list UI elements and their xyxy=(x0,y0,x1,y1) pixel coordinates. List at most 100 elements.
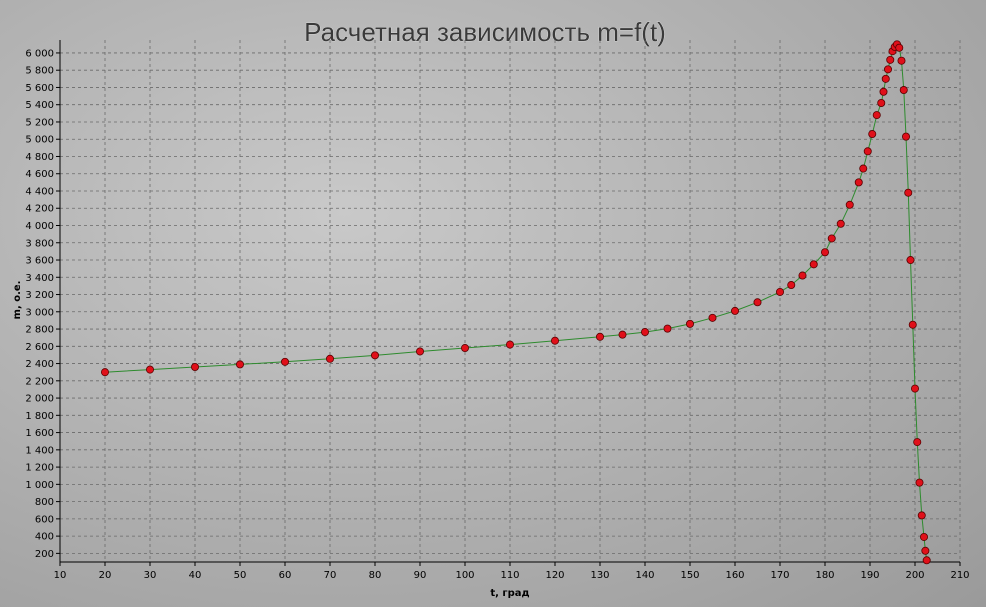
x-tick-label: 170 xyxy=(770,570,789,581)
y-tick-label: 5 200 xyxy=(25,117,54,128)
y-tick-label: 800 xyxy=(35,497,54,508)
data-point[interactable] xyxy=(884,65,893,74)
data-point[interactable] xyxy=(731,306,740,315)
y-tick-label: 2 000 xyxy=(25,394,54,405)
y-tick-label: 4 400 xyxy=(25,186,54,197)
data-point[interactable] xyxy=(904,188,913,197)
data-point[interactable] xyxy=(881,74,890,83)
y-tick-label: 3 600 xyxy=(25,256,54,267)
axis-layer: 10 20 30 40 50 60 70 80 90 100 110 120 130 140 150 160 1… xyxy=(25,40,970,581)
grid-layer xyxy=(60,40,961,562)
x-tick-label: 150 xyxy=(680,570,699,581)
x-tick-label: 210 xyxy=(950,570,969,581)
y-tick-label: 1 800 xyxy=(25,411,54,422)
data-point[interactable] xyxy=(922,556,931,565)
data-point[interactable] xyxy=(753,298,762,307)
y-tick-label: 400 xyxy=(35,532,54,543)
x-tick-label: 120 xyxy=(545,570,564,581)
x-tick-label: 100 xyxy=(455,570,474,581)
x-axis-label: t, град xyxy=(490,588,529,599)
data-point[interactable] xyxy=(551,336,560,345)
data-point[interactable] xyxy=(686,319,695,328)
data-point[interactable] xyxy=(895,43,904,52)
x-tick-label: 110 xyxy=(500,570,519,581)
chart-title: Расчетная зависимость m=f(t) xyxy=(304,17,666,47)
data-point[interactable] xyxy=(913,438,922,447)
series-layer xyxy=(101,40,931,565)
series-line xyxy=(104,43,928,561)
x-tick-label: 90 xyxy=(414,570,427,581)
y-tick-label: 1 200 xyxy=(25,463,54,474)
data-point[interactable] xyxy=(460,344,469,353)
y-tick-label: 200 xyxy=(35,549,54,560)
data-point[interactable] xyxy=(886,55,895,64)
data-point[interactable] xyxy=(370,351,379,360)
data-point[interactable] xyxy=(821,248,830,257)
data-point[interactable] xyxy=(908,320,917,329)
y-tick-label: 2 200 xyxy=(25,376,54,387)
data-point[interactable] xyxy=(859,164,868,173)
x-tick-label: 20 xyxy=(99,570,112,581)
data-point[interactable] xyxy=(145,365,154,374)
data-point[interactable] xyxy=(868,130,877,139)
data-point[interactable] xyxy=(877,98,886,107)
data-point[interactable] xyxy=(708,313,717,322)
data-point[interactable] xyxy=(920,532,929,541)
data-point[interactable] xyxy=(415,347,424,356)
data-point[interactable] xyxy=(897,56,906,65)
y-tick-label: 2 400 xyxy=(25,359,54,370)
y-tick-label: 4 600 xyxy=(25,169,54,180)
data-point[interactable] xyxy=(863,147,872,156)
x-tick-label: 40 xyxy=(189,570,202,581)
data-point[interactable] xyxy=(836,219,845,228)
data-point[interactable] xyxy=(902,132,911,141)
data-point[interactable] xyxy=(101,368,110,377)
y-tick-label: 2 800 xyxy=(25,325,54,336)
data-point[interactable] xyxy=(776,287,785,296)
y-tick-label: 3 200 xyxy=(25,290,54,301)
data-point[interactable] xyxy=(280,357,289,366)
x-tick-label: 60 xyxy=(279,570,292,581)
data-point[interactable] xyxy=(596,332,605,341)
y-tick-label: 2 600 xyxy=(25,342,54,353)
data-point[interactable] xyxy=(917,511,926,520)
x-tick-label: 80 xyxy=(369,570,382,581)
data-point[interactable] xyxy=(798,271,807,280)
data-point[interactable] xyxy=(663,324,672,333)
x-tick-label: 140 xyxy=(635,570,654,581)
data-point[interactable] xyxy=(911,384,920,393)
data-point[interactable] xyxy=(618,330,627,339)
data-point[interactable] xyxy=(325,354,334,363)
y-axis-label: m, о.е. xyxy=(12,281,23,320)
data-point[interactable] xyxy=(872,111,881,120)
y-tick-label: 5 800 xyxy=(25,66,54,77)
data-point[interactable] xyxy=(854,178,863,187)
data-point[interactable] xyxy=(915,478,924,487)
data-point[interactable] xyxy=(827,234,836,243)
y-tick-label: 4 200 xyxy=(25,204,54,215)
data-point[interactable] xyxy=(235,360,244,369)
data-point[interactable] xyxy=(505,340,514,349)
y-tick-label: 3 400 xyxy=(25,273,54,284)
x-tick-label: 50 xyxy=(234,570,247,581)
data-point[interactable] xyxy=(921,546,930,555)
data-point[interactable] xyxy=(190,363,199,372)
x-tick-label: 160 xyxy=(725,570,744,581)
y-tick-label: 1 000 xyxy=(25,480,54,491)
y-tick-label: 1 600 xyxy=(25,428,54,439)
data-point[interactable] xyxy=(641,328,650,337)
data-point[interactable] xyxy=(845,200,854,209)
data-point[interactable] xyxy=(906,256,915,265)
data-point[interactable] xyxy=(787,281,796,290)
data-point[interactable] xyxy=(879,87,888,96)
data-point[interactable] xyxy=(899,86,908,95)
data-point[interactable] xyxy=(809,260,818,269)
x-tick-label: 190 xyxy=(860,570,879,581)
y-tick-label: 600 xyxy=(35,514,54,525)
y-tick-label: 1 400 xyxy=(25,445,54,456)
y-tick-label: 3 800 xyxy=(25,238,54,249)
y-tick-label: 6 000 xyxy=(25,48,54,59)
x-tick-label: 10 xyxy=(54,570,67,581)
